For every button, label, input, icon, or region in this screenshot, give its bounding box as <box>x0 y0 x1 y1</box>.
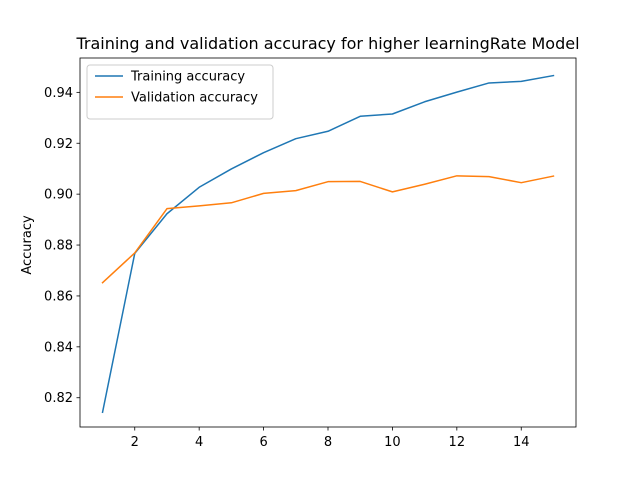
y-tick-label: 0.82 <box>44 391 73 406</box>
series-line-1 <box>101 74 555 414</box>
y-tick-label: 0.84 <box>44 340 73 355</box>
y-tick-label: 0.94 <box>44 86 73 101</box>
legend-box <box>86 64 274 120</box>
x-tick-label: 12 <box>449 435 466 450</box>
y-axis-label: Accuracy <box>20 215 35 275</box>
y-tick-label: 0.92 <box>44 137 73 152</box>
x-tick-label: 14 <box>513 435 530 450</box>
plot-area: 2 4 6 8 10 12 14 0.82 0.84 0.86 0.88 0.90 0.92 0.94 <box>44 57 577 450</box>
legend-label-2: Validation accuracy <box>131 91 258 106</box>
x-tick-label: 4 <box>195 435 203 450</box>
series-line-2 <box>101 175 555 284</box>
legend-label-1: Training accuracy <box>130 70 245 85</box>
x-tick-label: 6 <box>259 435 267 450</box>
legend: Training accuracy Validation accuracy <box>86 64 274 120</box>
x-tick-label: 2 <box>131 435 139 450</box>
x-tick-label: 10 <box>384 435 401 450</box>
x-tick-label: 8 <box>324 435 332 450</box>
y-tick-label: 0.90 <box>44 188 73 203</box>
chart-title: Training and validation accuracy for hig… <box>75 34 579 53</box>
y-tick-label: 0.86 <box>44 289 73 304</box>
y-tick-label: 0.88 <box>44 239 73 254</box>
